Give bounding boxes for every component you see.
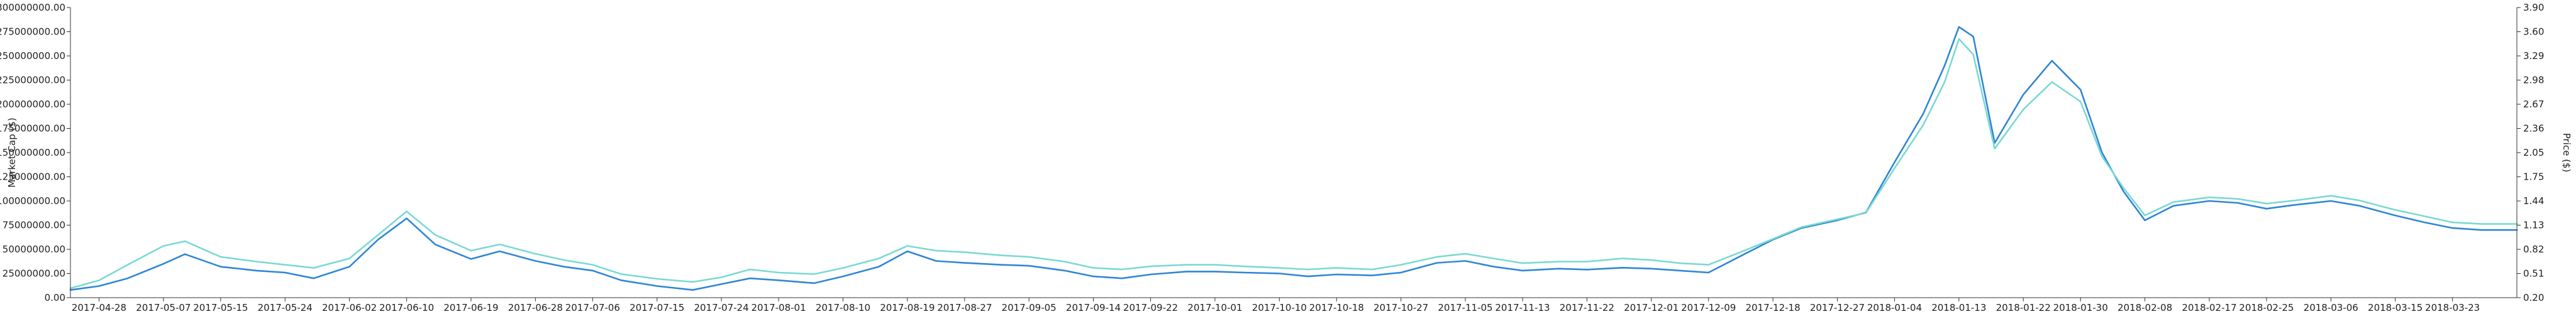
x-tick-label: 2017-09-22 bbox=[1123, 302, 1178, 313]
axes: 0.00 25000000.00 50000000.00 75000000.00 100… bbox=[0, 2, 2544, 313]
market-cap-series-line bbox=[69, 26, 2518, 291]
y-right-tick-label: 0.20 bbox=[2523, 292, 2544, 303]
x-tick-label: 2017-11-05 bbox=[1438, 302, 1492, 313]
x-tick-label: 2017-09-05 bbox=[1002, 302, 1057, 313]
x-tick-label: 2017-07-15 bbox=[630, 302, 684, 313]
x-tick-label: 2017-06-19 bbox=[443, 302, 498, 313]
x-tick-label: 2017-12-01 bbox=[1624, 302, 1679, 313]
y-right-tick-label: 2.05 bbox=[2523, 147, 2544, 158]
x-tick-label: 2017-08-10 bbox=[816, 302, 870, 313]
x-tick-label: 2017-07-06 bbox=[565, 302, 620, 313]
y-left-tick-label: 100000000.00 bbox=[0, 195, 65, 207]
y-left-tick-label: 275000000.00 bbox=[0, 26, 65, 38]
x-tick-label: 2018-01-30 bbox=[2053, 302, 2108, 313]
y-right-tick-label: 1.44 bbox=[2523, 195, 2544, 207]
y-right-tick-label: 1.13 bbox=[2523, 220, 2544, 231]
y-left-tick-label: 175000000.00 bbox=[0, 123, 65, 134]
x-tick-label: 2018-02-17 bbox=[2182, 302, 2236, 313]
y-left-tick-label: 225000000.00 bbox=[0, 75, 65, 86]
x-tick-label: 2017-12-09 bbox=[1681, 302, 1736, 313]
x-tick-label: 2017-06-10 bbox=[379, 302, 434, 313]
y-left-tick-label: 75000000.00 bbox=[3, 220, 65, 231]
x-tick-label: 2017-12-27 bbox=[1810, 302, 1865, 313]
x-tick-label: 2017-08-27 bbox=[937, 302, 992, 313]
y-left-tick-label: 0.00 bbox=[45, 292, 65, 303]
y-left-tick-label: 200000000.00 bbox=[0, 99, 65, 110]
y-left-tick-label: 125000000.00 bbox=[0, 171, 65, 183]
x-tick-label: 2017-04-28 bbox=[72, 302, 126, 313]
x-tick-label: 2017-06-02 bbox=[322, 302, 377, 313]
y-right-tick-label: 3.29 bbox=[2523, 50, 2544, 62]
y-right-axis-title: Price ($) bbox=[2561, 133, 2572, 173]
y-left-tick-label: 25000000.00 bbox=[3, 268, 65, 279]
y-left-tick-label: 250000000.00 bbox=[0, 50, 65, 62]
x-tick-label: 2017-11-22 bbox=[1560, 302, 1614, 313]
y-left-tick-label: 50000000.00 bbox=[3, 244, 65, 255]
x-tick-label: 2018-03-23 bbox=[2425, 302, 2480, 313]
x-tick-label: 2018-01-13 bbox=[1931, 302, 1986, 313]
x-tick-label: 2017-05-15 bbox=[193, 302, 248, 313]
x-tick-label: 2017-05-24 bbox=[258, 302, 313, 313]
x-tick-label: 2018-01-04 bbox=[1867, 302, 1922, 313]
x-tick-label: 2017-10-01 bbox=[1187, 302, 1242, 313]
plot-lines bbox=[69, 26, 2518, 291]
x-tick-label: 2017-06-28 bbox=[508, 302, 563, 313]
y-right-tick-label: 2.36 bbox=[2523, 123, 2544, 134]
y-right-tick-label: 3.90 bbox=[2523, 2, 2544, 13]
x-tick-label: 2018-02-25 bbox=[2239, 302, 2294, 313]
x-tick-label: 2018-01-22 bbox=[1996, 302, 2051, 313]
x-tick-label: 2018-03-06 bbox=[2304, 302, 2358, 313]
x-tick-label: 2017-09-14 bbox=[1066, 302, 1121, 313]
y-right-tick-label: 3.60 bbox=[2523, 26, 2544, 38]
x-tick-label: 2017-08-19 bbox=[880, 302, 935, 313]
y-right-tick-label: 2.98 bbox=[2523, 75, 2544, 86]
price-series-line bbox=[69, 38, 2518, 290]
x-tick-label: 2017-10-10 bbox=[1252, 302, 1307, 313]
x-tick-label: 2018-03-15 bbox=[2368, 302, 2423, 313]
y-left-tick-label: 150000000.00 bbox=[0, 147, 65, 158]
y-right-tick-label: 1.75 bbox=[2523, 171, 2544, 183]
y-right-tick-label: 0.82 bbox=[2523, 244, 2544, 255]
x-tick-label: 2017-10-27 bbox=[1374, 302, 1428, 313]
x-tick-label: 2018-02-08 bbox=[2118, 302, 2172, 313]
x-tick-label: 2017-07-24 bbox=[694, 302, 748, 313]
x-tick-label: 2017-12-18 bbox=[1745, 302, 1800, 313]
x-tick-label: 2017-05-07 bbox=[136, 302, 191, 313]
y-left-tick-label: 300000000.00 bbox=[0, 2, 65, 13]
y-left-axis-title: Market Cap ($) bbox=[6, 117, 18, 188]
x-tick-label: 2017-10-18 bbox=[1309, 302, 1364, 313]
x-tick-label: 2017-11-13 bbox=[1495, 302, 1550, 313]
y-right-tick-label: 0.51 bbox=[2523, 268, 2544, 279]
y-right-tick-label: 2.67 bbox=[2523, 99, 2544, 110]
x-tick-label: 2017-08-01 bbox=[751, 302, 806, 313]
